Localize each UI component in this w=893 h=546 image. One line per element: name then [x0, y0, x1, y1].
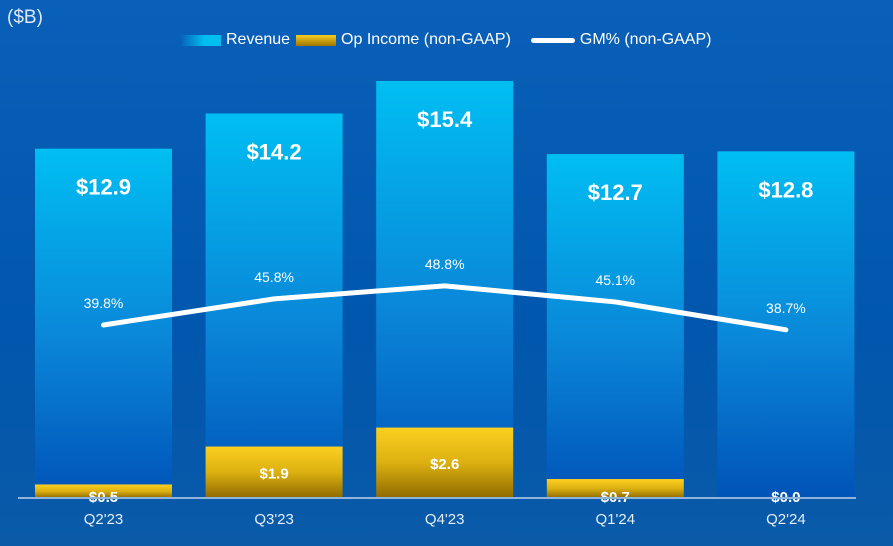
- gm-label: 38.7%: [766, 300, 806, 316]
- x-tick-label: Q1'24: [596, 511, 636, 528]
- revenue-label: $12.9: [76, 175, 131, 200]
- legend-label-revenue: Revenue: [226, 31, 291, 48]
- gm-label: 45.1%: [595, 272, 635, 288]
- x-tick-label: Q3'23: [254, 511, 294, 528]
- op-income-label: $1.9: [259, 465, 288, 482]
- op-income-bar: [35, 484, 172, 498]
- legend: Revenue Op Income (non-GAAP) GM% (non-GA…: [180, 31, 711, 49]
- gm-label: 39.8%: [84, 295, 124, 311]
- legend-swatch-revenue: [180, 34, 221, 46]
- x-tick-label: Q4'23: [425, 511, 465, 528]
- legend-label-gm: GM% (non-GAAP): [579, 31, 712, 48]
- revenue-label: $15.4: [417, 107, 473, 132]
- revenue-bar: [717, 151, 855, 498]
- op-income-bar: [376, 427, 514, 498]
- legend-swatch-gm: [530, 37, 575, 43]
- x-tick-label: Q2'23: [84, 511, 124, 528]
- op-income-label: $2.6: [430, 456, 459, 473]
- revenue-label: $12.8: [758, 177, 813, 202]
- x-tick-label: Q2'24: [766, 511, 806, 528]
- revenue-bar: [546, 154, 684, 499]
- op-income-bar: [546, 479, 684, 498]
- revenue-label: $14.2: [247, 139, 302, 164]
- legend-label-op-income: Op Income (non-GAAP): [341, 31, 511, 48]
- op-income-bar: [205, 446, 343, 498]
- legend-swatch-op-income: [296, 34, 337, 46]
- gm-label: 45.8%: [254, 269, 294, 285]
- revenue-label: $12.7: [588, 180, 643, 205]
- unit-label: ($B): [7, 7, 43, 28]
- gm-label: 48.8%: [425, 256, 465, 272]
